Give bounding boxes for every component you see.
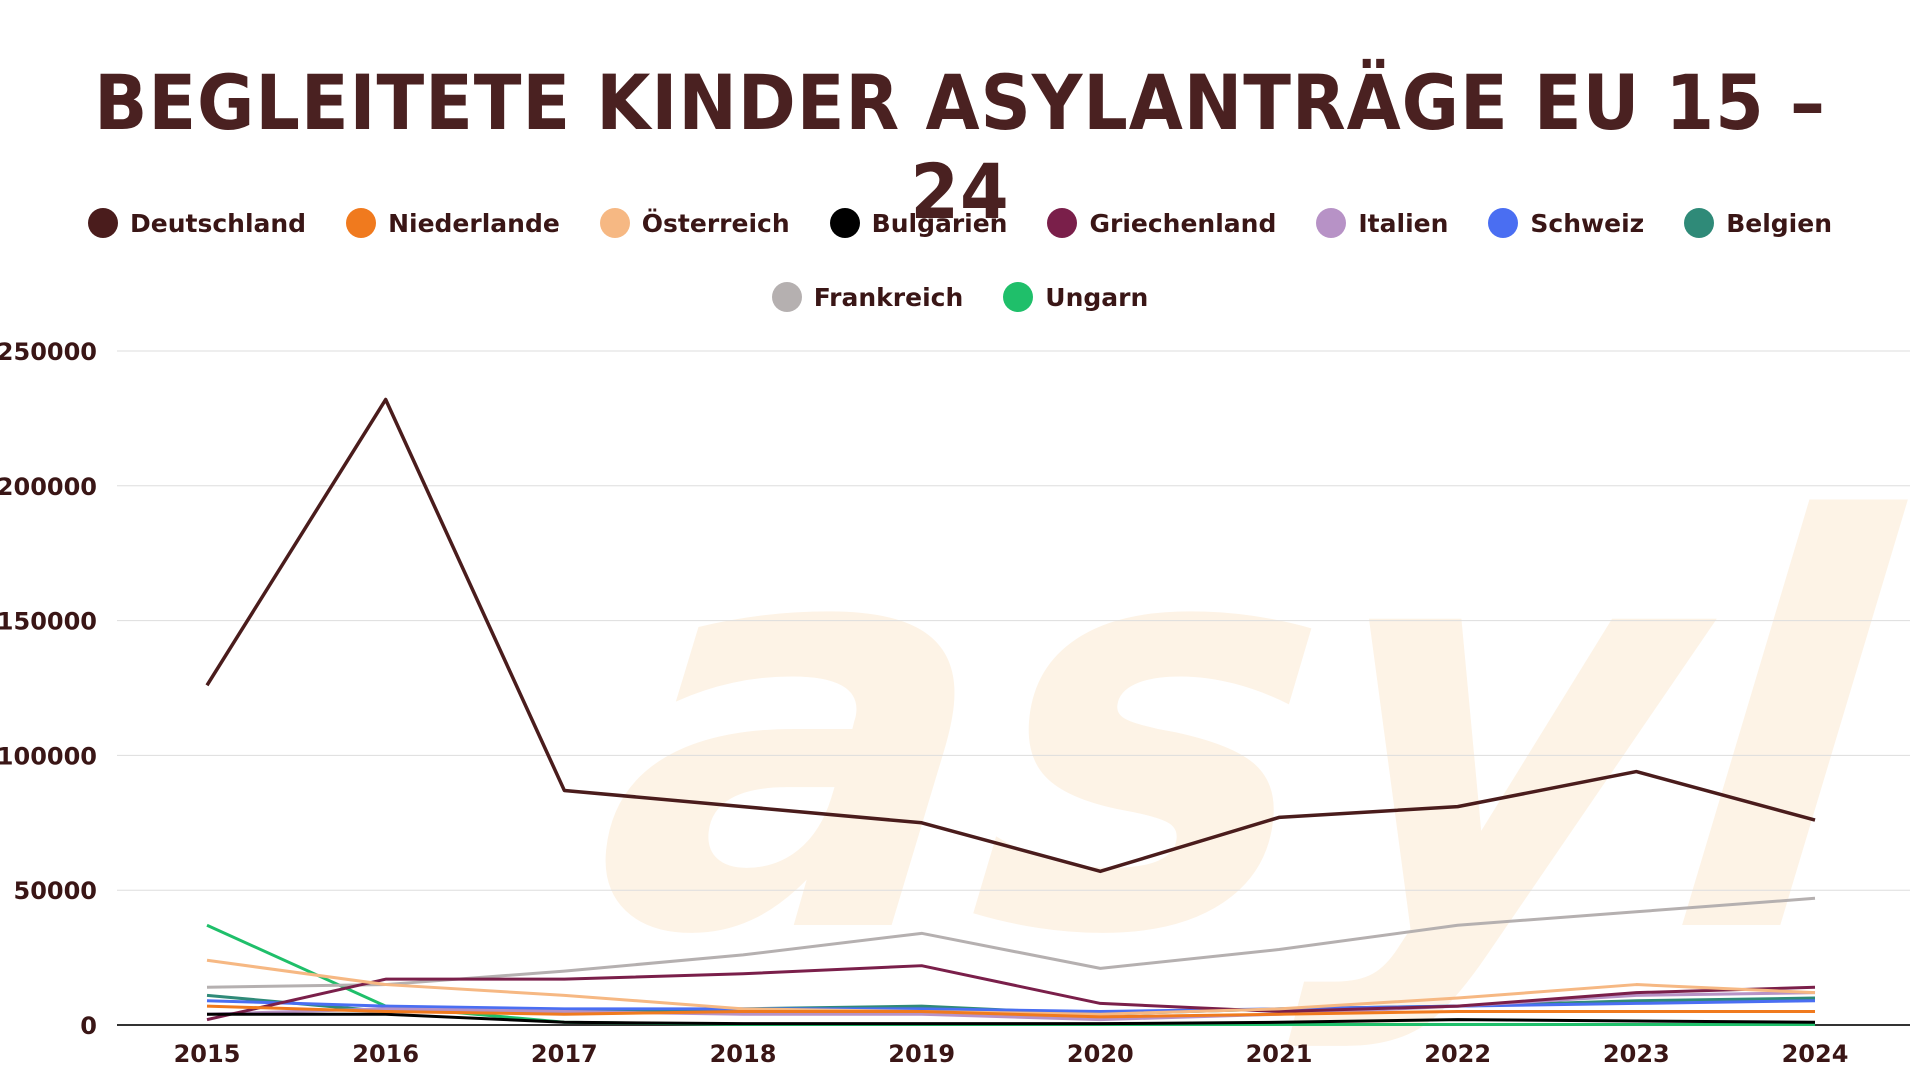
y-tick-label: 200000 — [0, 473, 97, 501]
x-tick-label: 2020 — [1067, 1040, 1134, 1068]
legend-label: Ungarn — [1045, 282, 1149, 312]
y-tick-label: 0 — [80, 1012, 97, 1040]
legend-item-italien: Italien — [1316, 208, 1448, 238]
legend-marker — [346, 208, 377, 238]
x-axis-ticks: 2015 2016 2017 2018 2019 2020 2021 2022 2023 2024 — [174, 1040, 1849, 1068]
x-tick-label: 2017 — [531, 1040, 598, 1068]
legend-item-deutschland: Deutschland — [87, 208, 307, 238]
legend-marker — [771, 282, 802, 312]
legend-label: Bulgarien — [871, 208, 1008, 238]
legend-label: Belgien — [1726, 208, 1832, 238]
legend-label: Schweiz — [1530, 208, 1645, 238]
x-tick-label: 2022 — [1424, 1040, 1491, 1068]
y-tick-label: 50000 — [14, 877, 98, 905]
legend-marker — [1047, 208, 1078, 238]
x-tick-label: 2019 — [888, 1040, 955, 1068]
series-line-deutschland — [205, 397, 1816, 874]
x-tick-label: 2024 — [1782, 1040, 1849, 1068]
legend-marker — [1488, 208, 1519, 238]
legend-label: Griechenland — [1089, 208, 1277, 238]
series-line-niederlande — [206, 1004, 1815, 1019]
legend-label: Niederlande — [388, 208, 560, 238]
legend-marker — [1003, 282, 1034, 312]
legend-marker — [829, 208, 860, 238]
legend-label: Deutschland — [129, 208, 307, 238]
legend-row-2: Frankreich Ungarn — [0, 282, 1920, 312]
x-tick-label: 2016 — [352, 1040, 419, 1068]
watermark-text: asyl — [575, 406, 1920, 1057]
x-tick-label: 2021 — [1246, 1040, 1313, 1068]
legend-label: Frankreich — [813, 282, 964, 312]
x-tick-label: 2018 — [710, 1040, 777, 1068]
legend-item-frankreich: Frankreich — [771, 282, 964, 312]
series-line-griechenland — [206, 964, 1816, 1022]
legend-item-österreich: Österreich — [599, 208, 790, 238]
legend-item-belgien: Belgien — [1684, 208, 1832, 238]
y-tick-label: 100000 — [0, 742, 97, 770]
x-tick-label: 2023 — [1603, 1040, 1670, 1068]
x-tick-label: 2015 — [174, 1040, 241, 1068]
legend-marker — [1316, 208, 1347, 238]
legend-label: Italien — [1358, 208, 1449, 238]
legend-marker — [599, 208, 630, 238]
legend-marker — [1684, 208, 1715, 238]
y-tick-label: 250000 — [0, 338, 97, 366]
legend-item-ungarn: Ungarn — [1003, 282, 1148, 312]
legend-marker — [87, 208, 118, 238]
chart-title: BEGLEITETE KINDER ASYLANTRÄGE EU 15 – 24 — [94, 58, 1826, 236]
legend-item-griechenland: Griechenland — [1047, 208, 1276, 238]
y-tick-label: 150000 — [0, 608, 97, 636]
y-axis-ticks: 250000 200000 150000 100000 50000 0 — [0, 338, 97, 1040]
series-line-schweiz — [206, 999, 1816, 1014]
legend-row-1: Deutschland Niederlande Österreich Bulgarie… — [0, 208, 1920, 238]
series-lines — [205, 397, 1816, 1026]
legend-item-bulgarien: Bulgarien — [829, 208, 1008, 238]
legend-item-schweiz: Schweiz — [1488, 208, 1644, 238]
legend-item-niederlande: Niederlande — [346, 208, 560, 238]
series-line-bulgarien — [207, 1012, 1816, 1026]
legend-label: Österreich — [641, 208, 790, 238]
